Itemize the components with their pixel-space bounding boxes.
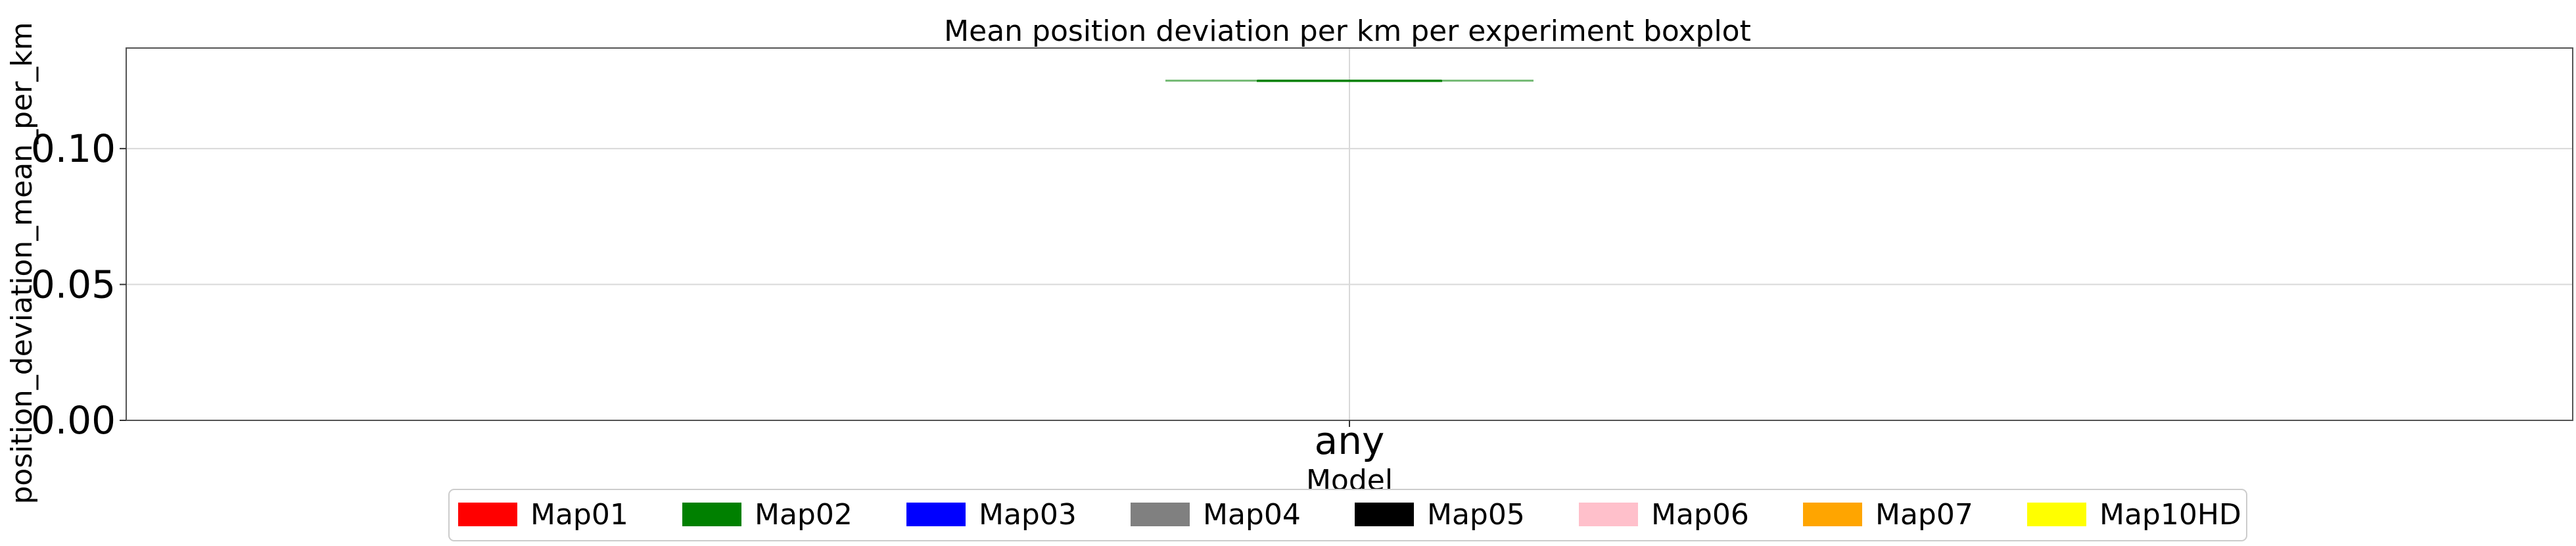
y-tick-label: 0.05: [31, 262, 116, 307]
legend-label: Map05: [1427, 498, 1525, 532]
x-tick-label: any: [1315, 418, 1385, 463]
legend-label: Map03: [979, 498, 1077, 532]
legend-swatch: [1579, 503, 1638, 526]
legend-swatch: [1803, 503, 1862, 526]
legend-swatch: [2027, 503, 2086, 526]
legend-frame: [448, 489, 2247, 541]
legend-items: Map01 Map02 Map03 Map04 Map05 Map06 Map07 Map10…: [458, 498, 2241, 532]
y-axis-ticks: 0.00 0.05 0.10: [31, 126, 126, 443]
legend-label: Map04: [1203, 498, 1301, 532]
legend-label: Map01: [530, 498, 628, 532]
y-tick-label: 0.00: [31, 398, 116, 443]
legend-label: Map10HD: [2099, 498, 2241, 532]
legend-label: Map02: [755, 498, 853, 532]
x-axis-ticks: any: [1315, 418, 1385, 463]
legend-swatch: [1131, 503, 1190, 526]
y-tick-label: 0.10: [31, 126, 116, 171]
legend-swatch: [906, 503, 966, 526]
legend-swatch: [1355, 503, 1414, 526]
box-elements: [1165, 80, 1534, 82]
legend-label: Map06: [1651, 498, 1749, 532]
chart-title: Mean position deviation per km per exper…: [944, 14, 1751, 48]
legend: Map01 Map02 Map03 Map04 Map05 Map06 Map07 Map10…: [448, 489, 2247, 541]
legend-swatch: [682, 503, 741, 526]
y-axis-label: position_deviation_mean_per_km: [5, 22, 39, 504]
legend-swatch: [458, 503, 517, 526]
legend-label: Map07: [1875, 498, 1973, 532]
grid-lines: [126, 48, 2573, 421]
